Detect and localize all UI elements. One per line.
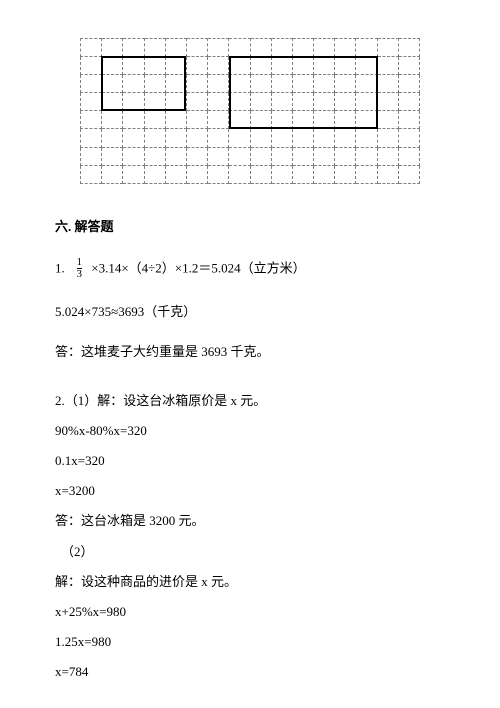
frac-num: 1	[77, 257, 83, 268]
q2-l1: 90%x-80%x=320	[55, 422, 445, 440]
rect-small	[101, 56, 186, 110]
q2-p2-label: （2）	[55, 543, 445, 561]
q2-ans1: 答：这台冰箱是 3200 元。	[55, 512, 445, 530]
q2-l6: x=784	[55, 663, 445, 681]
q2-l3: x=3200	[55, 482, 445, 500]
grid-diagram	[80, 38, 420, 183]
rect-large	[229, 56, 378, 129]
section-title: 六. 解答题	[55, 218, 445, 236]
q1-expr: ×3.14×（4÷2）×1.2＝5.024（立方米）	[91, 261, 305, 276]
q2-l5: 1.25x=980	[55, 633, 445, 651]
q2-l2: 0.1x=320	[55, 452, 445, 470]
fraction: 1 3	[77, 257, 83, 280]
frac-den: 3	[77, 268, 83, 280]
q2-p2-head: 解：设这种商品的进价是 x 元。	[55, 573, 445, 591]
q1-calc-1: 1. 1 3 ×3.14×（4÷2）×1.2＝5.024（立方米）	[55, 258, 445, 281]
q1-answer: 答：这堆麦子大约重量是 3693 千克。	[55, 343, 445, 361]
q1-prefix: 1.	[55, 261, 65, 276]
q2-p1-head: 2.（1）解：设这台冰箱原价是 x 元。	[55, 392, 445, 410]
q1-calc-2: 5.024×735≈3693（千克）	[55, 303, 445, 321]
q2-l4: x+25%x=980	[55, 603, 445, 621]
